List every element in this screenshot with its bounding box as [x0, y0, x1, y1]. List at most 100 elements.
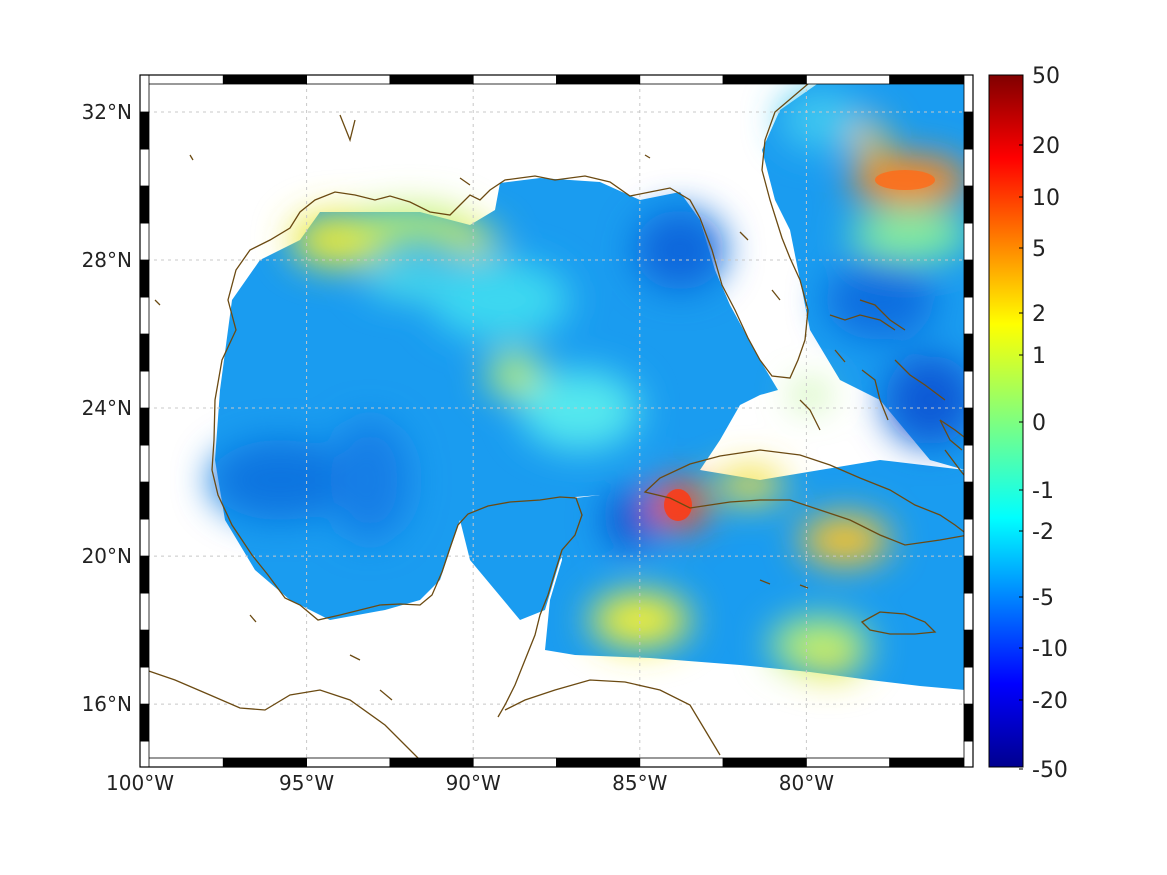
map-panel: 100°W 95°W 90°W 85°W 80°W 32°N 28°N 24°N 20°N 16… [82, 74, 974, 795]
colorbar-tick-label: -50 [1032, 758, 1068, 783]
frame-segment-left [139, 518, 150, 557]
frame-segment-top [472, 74, 557, 85]
frame-segment-bottom [556, 757, 641, 768]
latitude-tick-label: 20°N [82, 544, 132, 568]
longitude-tick-label: 100°W [106, 771, 174, 795]
latitude-tick-label: 28°N [82, 248, 132, 272]
latitude-tick-label: 24°N [82, 396, 132, 420]
frame-segment-left [139, 148, 150, 187]
frame-segment-right [963, 740, 974, 768]
colorbar-tick-label: 2 [1032, 302, 1046, 327]
frame-segment-left [139, 555, 150, 594]
frame-segment-right [963, 185, 974, 224]
colorbar-tick-label: -10 [1032, 637, 1068, 662]
frame-segment-left [139, 481, 150, 520]
colorbar-tick-label: 5 [1032, 237, 1046, 262]
frame-segment-top [139, 74, 224, 85]
frame-segment-left [139, 259, 150, 298]
colorbar-tick-label: -20 [1032, 689, 1068, 714]
frame-segment-top [306, 74, 391, 85]
colorbar-tick-label: -5 [1032, 586, 1054, 611]
frame-segment-right [963, 592, 974, 631]
frame-segment-top [639, 74, 724, 85]
frame-segment-left [139, 629, 150, 668]
frame-segment-left [139, 407, 150, 446]
longitude-labels: 100°W 95°W 90°W 85°W 80°W [106, 771, 834, 795]
colorbar-tick-label: 0 [1032, 411, 1046, 436]
frame-segment-bottom [472, 757, 557, 768]
jamaica-coastline [860, 611, 937, 635]
colorbar-tick-label: -2 [1032, 520, 1054, 545]
colorbar-gradient [988, 74, 1024, 768]
frame-segment-left [139, 703, 150, 742]
frame-segment-right [963, 370, 974, 409]
frame-segment-left [139, 666, 150, 705]
frame-segment-left [139, 222, 150, 261]
frame-segment-right [963, 555, 974, 594]
colorbar-tick-label: 10 [1032, 186, 1060, 211]
longitude-tick-label: 90°W [446, 771, 501, 795]
colorbar-tick-label: 20 [1032, 134, 1060, 159]
frame-segment-bottom [639, 757, 724, 768]
frame-segment-bottom [889, 757, 974, 768]
longitude-tick-label: 85°W [612, 771, 667, 795]
frame-segment-top [722, 74, 807, 85]
graticule [140, 75, 973, 767]
bahamas-islands [799, 299, 963, 451]
frame-segment-left [139, 592, 150, 631]
frame-segment-top [222, 74, 308, 85]
anomaly-blobs [210, 90, 973, 677]
small-islands [154, 114, 809, 701]
frame-segment-left [139, 444, 150, 483]
latitude-tick-label: 16°N [82, 692, 132, 716]
frame-segment-right [963, 296, 974, 335]
central-america-coastline [139, 667, 426, 766]
frame-segment-bottom [139, 757, 224, 768]
colorbar-tick-label: -1 [1032, 479, 1054, 504]
frame-segment-right [963, 481, 974, 520]
frame-segment-bottom [306, 757, 391, 768]
frame-segment-left [139, 74, 150, 113]
colorbar-tick-label: 50 [1032, 64, 1060, 89]
frame-segment-right [963, 333, 974, 372]
frame-segment-top [889, 74, 974, 85]
frame-segment-left [139, 111, 150, 150]
frame-segment-top [556, 74, 641, 85]
latitude-tick-label: 32°N [82, 100, 132, 124]
frame-segment-bottom [806, 757, 891, 768]
frame-segment-right [963, 666, 974, 705]
frame-segment-top [389, 74, 474, 85]
frame-segment-left [139, 185, 150, 224]
gulf-coastline [211, 77, 816, 471]
mexico-coastline [211, 469, 583, 718]
frame-segment-top [806, 74, 891, 85]
colorbar-tick-label: 1 [1032, 344, 1046, 369]
frame-segment-left [139, 370, 150, 409]
frame-segment-right [963, 518, 974, 557]
frame-segment-right [963, 629, 974, 668]
frame-segment-right [963, 222, 974, 261]
frame-segment-left [139, 740, 150, 768]
frame-border [139, 74, 974, 768]
frame-segment-bottom [222, 757, 308, 768]
longitude-tick-label: 80°W [779, 771, 834, 795]
frame-segment-right [963, 259, 974, 298]
data-field [210, 82, 973, 690]
frame-segment-left [139, 296, 150, 335]
frame-segment-right [963, 444, 974, 483]
frame-segment-right [963, 111, 974, 150]
frame-segment-right [963, 703, 974, 742]
latitude-labels: 32°N 28°N 24°N 20°N 16°N [82, 100, 132, 716]
map-frame [139, 74, 974, 768]
frame-segment-right [963, 74, 974, 113]
frame-segment-right [963, 407, 974, 446]
frame-segment-bottom [389, 757, 474, 768]
frame-segment-bottom [722, 757, 807, 768]
honduras-coastline [504, 679, 721, 756]
longitude-tick-label: 95°W [279, 771, 334, 795]
frame-segment-left [139, 333, 150, 372]
frame-segment-right [963, 148, 974, 187]
